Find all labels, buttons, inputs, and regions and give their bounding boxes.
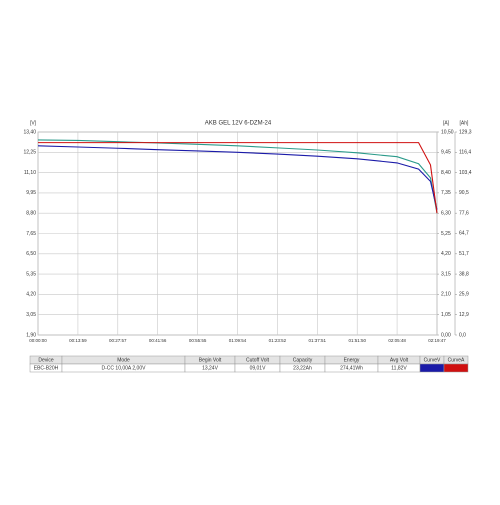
y3-tick-label: 90,5	[459, 190, 469, 196]
y-tick-label: 5,35	[26, 271, 36, 277]
y2-tick-label: 3,15	[441, 271, 451, 277]
table-value: 11,82V	[391, 365, 407, 371]
y2-tick-label: 8,40	[441, 170, 451, 176]
table-header: Begin Volt	[199, 357, 222, 363]
x-tick-label: 01:09:54	[229, 338, 247, 343]
table-header: Capacity	[293, 357, 313, 363]
legend-swatch	[443, 363, 469, 373]
y3-unit: [Ah]	[460, 120, 470, 126]
y2-tick-label: 7,35	[441, 190, 451, 196]
y2-tick-label: 5,25	[441, 231, 451, 237]
data-line	[38, 142, 438, 214]
x-tick-label: 00:13:59	[69, 338, 87, 343]
y-tick-label: 8,80	[26, 211, 36, 217]
x-tick-label: 02:19:47	[428, 338, 446, 343]
y3-tick-label: 12,9	[459, 312, 469, 318]
y-tick-label: 6,50	[26, 251, 36, 257]
table-value: EBC-B20H	[34, 365, 59, 371]
legend-label: CurveV	[424, 357, 441, 363]
data-line	[37, 145, 438, 210]
y3-tick-label: 0,0	[459, 332, 466, 338]
table-header: Cutoff Volt	[246, 357, 270, 363]
y3-tick-label: 77,6	[459, 210, 469, 216]
y-tick-label: 13,40	[23, 129, 36, 135]
x-tick-label: 00:55:55	[189, 338, 207, 343]
y3-tick-label: 116,4	[459, 150, 471, 156]
x-tick-label: 02:05:48	[388, 338, 406, 343]
x-tick-label: 00:27:57	[109, 338, 127, 343]
x-tick-label: 00:00:00	[29, 338, 47, 343]
legend-swatch	[419, 363, 445, 373]
y3-tick-label: 129,3	[459, 129, 472, 135]
table-value: 274,41Wh	[340, 365, 363, 371]
y3-tick-label: 38,8	[459, 271, 469, 277]
table-value: 23,22Ah	[293, 365, 312, 371]
table-value: 09,01V	[250, 365, 267, 371]
table-value: D-CC 10,00A 2,00V	[102, 365, 147, 371]
y-tick-label: 7,65	[26, 231, 36, 237]
y-tick-label: 4,20	[26, 292, 36, 298]
y2-tick-label: 4,20	[441, 251, 451, 257]
y2-tick-label: 2,10	[441, 292, 451, 298]
table-value: 13,24V	[202, 365, 219, 371]
y-tick-label: 3,05	[26, 312, 36, 318]
y2-tick-label: 6,30	[441, 211, 451, 217]
y2-unit: [A]	[443, 120, 450, 126]
y2-tick-label: 10,50	[441, 129, 454, 135]
y2-tick-label: 1,05	[441, 312, 451, 318]
table-header: Energy	[344, 357, 360, 363]
x-tick-label: 01:51:50	[348, 338, 366, 343]
chart-title: AKB GEL 12V 6-DZM-24	[205, 121, 272, 127]
y-unit: [V]	[30, 120, 37, 126]
x-tick-label: 01:37:51	[309, 338, 327, 343]
y-tick-label: 11,10	[24, 170, 36, 176]
y2-tick-label: 9,45	[441, 150, 451, 156]
y-tick-label: 12,25	[23, 150, 36, 156]
legend-label: CurveA	[448, 357, 465, 363]
y3-tick-label: 64,7	[459, 231, 469, 237]
x-tick-label: 00:41:56	[149, 338, 167, 343]
table-header: Avg Volt	[390, 357, 409, 363]
data-line	[37, 139, 438, 214]
y3-tick-label: 103,4	[459, 170, 472, 176]
y3-tick-label: 25,9	[459, 292, 469, 298]
y-tick-label: 1,90	[26, 332, 36, 338]
table-header: Device	[38, 357, 54, 363]
y2-tick-label: 0,00	[441, 332, 451, 338]
x-tick-label: 01:23:52	[269, 338, 287, 343]
y3-tick-label: 51,7	[459, 251, 469, 257]
table-header: Mode	[117, 357, 130, 363]
y-tick-label: 9,95	[26, 190, 36, 196]
